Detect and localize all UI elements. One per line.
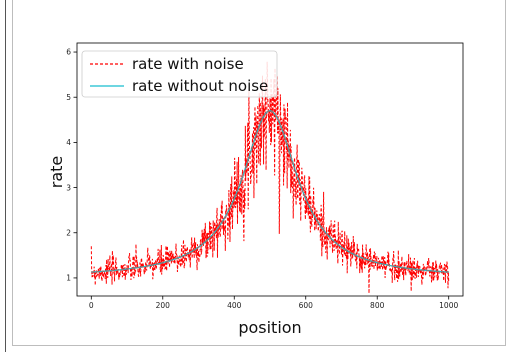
y-axis-ticks: 1 2 3 4 5 6 xyxy=(66,48,77,283)
plot-frame xyxy=(76,42,464,297)
y-tick-label: 5 xyxy=(66,93,71,102)
x-tick-label: 400 xyxy=(227,301,242,310)
y-tick-label: 1 xyxy=(66,274,71,283)
y-tick-label: 4 xyxy=(66,138,71,147)
y-axis-label: rate xyxy=(47,156,66,189)
series-model-overlay xyxy=(91,109,449,273)
y-tick-label: 2 xyxy=(66,228,71,237)
series-layer xyxy=(90,61,450,294)
x-tick-label: 1000 xyxy=(439,301,458,310)
left-frame-line xyxy=(5,0,6,352)
x-axis-ticks: 0 200 400 600 800 1000 xyxy=(89,296,458,310)
x-tick-label: 600 xyxy=(299,301,314,310)
x-tick-label: 800 xyxy=(370,301,385,310)
x-tick-label: 200 xyxy=(156,301,171,310)
y-tick-label: 3 xyxy=(66,183,71,192)
legend-label-rate-without-noise: rate without noise xyxy=(132,77,268,95)
legend-label-rate-with-noise: rate with noise xyxy=(132,55,244,73)
y-tick-label: 6 xyxy=(66,48,71,57)
x-axis-label: position xyxy=(238,318,301,337)
x-tick-label: 0 xyxy=(89,301,94,310)
legend: rate with noise rate without noise xyxy=(81,50,278,98)
legend-box xyxy=(81,50,278,98)
